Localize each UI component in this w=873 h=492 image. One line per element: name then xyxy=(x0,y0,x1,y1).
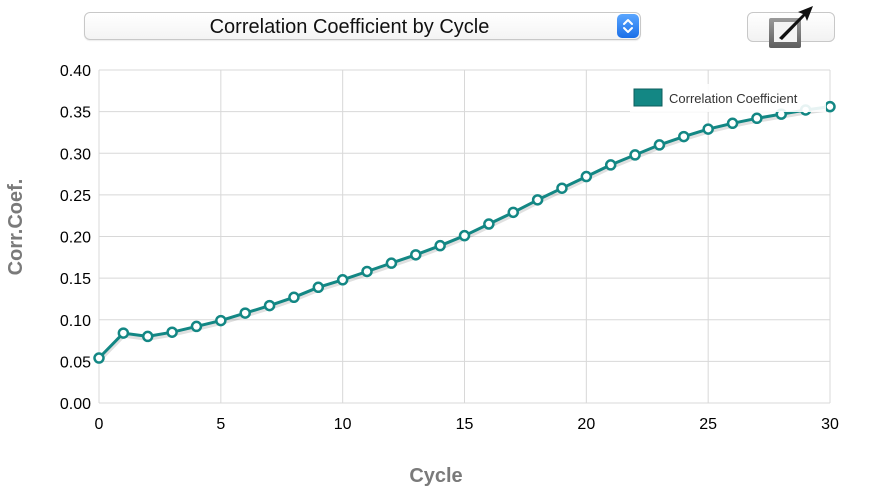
y-tick-label: 0.00 xyxy=(60,396,91,413)
chart-legend: Correlation Coefficient xyxy=(630,84,826,112)
y-tick-label: 0.30 xyxy=(60,146,91,163)
y-tick-label: 0.25 xyxy=(60,188,91,205)
x-axis-ticks: 0 5 10 15 20 25 30 xyxy=(95,416,839,433)
x-tick-label: 25 xyxy=(699,416,717,433)
data-point xyxy=(653,139,666,151)
legend-label: Correlation Coefficient xyxy=(669,91,798,106)
legend-swatch xyxy=(633,88,663,107)
x-tick-label: 15 xyxy=(456,416,474,433)
data-point xyxy=(239,307,251,319)
x-tick-label: 0 xyxy=(95,416,104,433)
data-point xyxy=(726,117,739,130)
data-point xyxy=(361,265,373,278)
data-point xyxy=(166,326,178,338)
data-point xyxy=(141,330,154,343)
data-point xyxy=(702,123,714,135)
data-point xyxy=(190,320,203,333)
data-point xyxy=(336,274,349,286)
y-tick-label: 0.40 xyxy=(60,63,91,80)
data-point xyxy=(117,327,130,339)
data-point xyxy=(263,299,276,312)
x-tick-label: 5 xyxy=(216,416,225,433)
chart-series xyxy=(93,100,836,364)
y-axis-ticks: 0.00 0.05 0.10 0.15 0.20 0.25 0.30 0.35 0.40 xyxy=(60,63,91,413)
data-point xyxy=(312,281,325,294)
data-point xyxy=(629,149,641,161)
up-down-chevron-icon[interactable] xyxy=(617,14,639,38)
data-point xyxy=(410,249,422,261)
data-point xyxy=(580,170,593,183)
data-point xyxy=(288,291,300,304)
data-point xyxy=(483,218,495,230)
data-point xyxy=(824,100,836,113)
data-point xyxy=(458,229,471,242)
y-tick-label: 0.35 xyxy=(60,105,91,122)
y-tick-label: 0.15 xyxy=(60,271,91,288)
data-point xyxy=(751,112,763,125)
x-tick-label: 30 xyxy=(821,416,839,433)
expand-arrow-icon[interactable] xyxy=(765,4,815,52)
data-point xyxy=(93,352,105,364)
y-tick-label: 0.20 xyxy=(60,230,91,247)
x-axis-title: Cycle xyxy=(409,465,462,487)
x-tick-label: 20 xyxy=(577,416,595,433)
data-point xyxy=(385,257,398,269)
data-point xyxy=(215,314,227,327)
chart-selector[interactable]: Correlation Coefficient by Cycle xyxy=(84,12,641,40)
y-axis-title: Corr.Coef. xyxy=(5,179,27,276)
data-point xyxy=(531,194,544,206)
x-tick-label: 10 xyxy=(334,416,352,433)
data-point xyxy=(434,239,446,252)
data-point xyxy=(507,206,519,219)
data-point xyxy=(556,182,568,194)
data-point xyxy=(678,130,690,143)
y-tick-label: 0.05 xyxy=(60,354,91,371)
y-tick-label: 0.10 xyxy=(60,313,91,330)
chart-selector-label: Correlation Coefficient by Cycle xyxy=(209,16,490,38)
data-point xyxy=(604,159,617,171)
